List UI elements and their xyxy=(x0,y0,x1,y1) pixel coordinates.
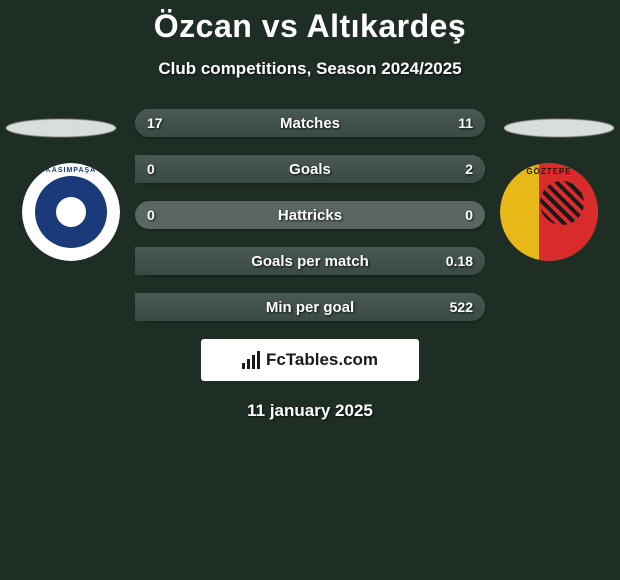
stat-right-value: 0.18 xyxy=(446,253,473,269)
stat-row: 0 Hattricks 0 xyxy=(135,201,485,229)
stat-left-value: 17 xyxy=(147,115,163,131)
club-badge-right: GÖZTEPE xyxy=(500,163,598,261)
shadow-ellipse-left xyxy=(6,119,116,137)
stat-right-value: 11 xyxy=(458,115,473,131)
comparison-content: KASIMPAŞA GÖZTEPE 17 Matches 11 0 Goals 2 0 Hat… xyxy=(0,109,620,421)
stat-right-value: 0 xyxy=(465,207,473,223)
stat-label: Matches xyxy=(280,115,340,132)
branding-box: FcTables.com xyxy=(201,339,419,381)
stat-label: Goals per match xyxy=(251,253,369,270)
club-badge-left: KASIMPAŞA xyxy=(22,163,120,261)
shadow-ellipse-right xyxy=(504,119,614,137)
page-title: Özcan vs Altıkardeş xyxy=(0,0,620,45)
stat-right-value: 2 xyxy=(465,161,473,177)
date-label: 11 january 2025 xyxy=(0,401,620,421)
stat-label: Min per goal xyxy=(266,299,354,316)
subtitle: Club competitions, Season 2024/2025 xyxy=(0,59,620,79)
badge-left-inner xyxy=(35,176,108,249)
badge-right-ball xyxy=(540,181,584,225)
stat-row: Min per goal 522 xyxy=(135,293,485,321)
stats-container: 17 Matches 11 0 Goals 2 0 Hattricks 0 Goals per m… xyxy=(135,109,485,321)
stat-left-value: 0 xyxy=(147,161,155,177)
badge-right-text: GÖZTEPE xyxy=(500,167,598,176)
badge-left-outer: KASIMPAŞA xyxy=(22,163,120,261)
stat-label: Hattricks xyxy=(278,207,342,224)
badge-right-outer: GÖZTEPE xyxy=(500,163,598,261)
badge-left-core xyxy=(56,197,86,227)
stat-row: 0 Goals 2 xyxy=(135,155,485,183)
stat-right-value: 522 xyxy=(450,299,473,315)
chart-icon xyxy=(242,351,260,369)
stat-label: Goals xyxy=(289,161,331,178)
stat-left-value: 0 xyxy=(147,207,155,223)
stat-row: Goals per match 0.18 xyxy=(135,247,485,275)
stat-row: 17 Matches 11 xyxy=(135,109,485,137)
branding-text: FcTables.com xyxy=(266,350,378,370)
